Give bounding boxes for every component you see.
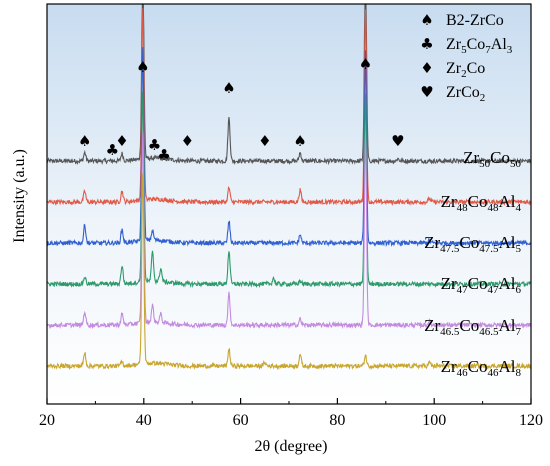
heart-icon: ♥ xyxy=(420,83,433,101)
legend-entry-4: ZrCo2 xyxy=(446,84,485,104)
peak-marker-6: ♣ xyxy=(157,146,170,164)
peak-marker-5: ♣ xyxy=(148,136,161,154)
series-label-3: Zr47.5Co47.5Al5 xyxy=(424,233,521,255)
series-line-2 xyxy=(46,8,532,207)
series-line-6 xyxy=(46,173,532,371)
plot-background xyxy=(47,4,531,404)
x-tick-label-120: 120 xyxy=(519,412,543,429)
series-labels: Zr50Co50 Zr48Co48Al4 Zr47.5Co47.5Al5 Zr47Co… xyxy=(424,148,521,379)
x-tick-label-60: 60 xyxy=(233,412,249,429)
series-line-1 xyxy=(46,3,532,166)
series-label-1: Zr50Co50 xyxy=(463,148,521,170)
x-axis-title: 2θ (degree) xyxy=(255,438,328,455)
peak-marker-7: ♦ xyxy=(181,132,194,150)
series-label-4: Zr47Co47Al6 xyxy=(441,274,522,296)
series-layer xyxy=(46,3,532,371)
axes: 20 40 60 80 100 120 xyxy=(39,3,543,429)
plot-area xyxy=(47,4,531,404)
series-label-2: Zr48Co48Al4 xyxy=(441,192,522,214)
peak-marker-11: ♠ xyxy=(359,55,372,73)
peak-marker-4: ♠ xyxy=(136,58,149,76)
peak-marker-3: ♦ xyxy=(115,132,128,150)
x-tick-label-80: 80 xyxy=(329,412,345,429)
legend-entry-1: B2-ZrCo xyxy=(446,12,504,29)
spade-icon: ♠ xyxy=(420,11,433,29)
diamond-icon: ♦ xyxy=(420,59,433,77)
legend: ♠ B2-ZrCo ♣ Zr5Co7Al3 ♦ Zr2Co ♥ ZrCo2 xyxy=(420,11,513,104)
y-axis-title: Intensity (a.u.) xyxy=(11,149,28,243)
club-icon: ♣ xyxy=(420,35,433,53)
series-label-5: Zr46.5Co46.5Al7 xyxy=(424,316,521,338)
series-line-3 xyxy=(46,47,532,248)
x-tick-label-20: 20 xyxy=(39,412,55,429)
series-line-5 xyxy=(46,132,532,330)
x-tick-label-100: 100 xyxy=(422,412,446,429)
peak-marker-1: ♠ xyxy=(78,132,91,150)
series-line-4 xyxy=(46,91,532,289)
peak-marker-9: ♦ xyxy=(258,132,271,150)
peak-marker-10: ♠ xyxy=(293,132,306,150)
series-label-6: Zr46Co46Al8 xyxy=(441,357,522,379)
legend-entry-2: Zr5Co7Al3 xyxy=(446,36,513,56)
peak-marker-12: ♥ xyxy=(391,132,404,150)
peak-markers: ♠ ♣♦♠♣♣♦♠♦ ♠♠♥ xyxy=(78,55,405,164)
x-tick-label-40: 40 xyxy=(136,412,152,429)
peak-marker-8: ♠ xyxy=(222,79,235,97)
peak-marker-2: ♣ xyxy=(106,141,119,159)
legend-entry-3: Zr2Co xyxy=(446,60,485,80)
